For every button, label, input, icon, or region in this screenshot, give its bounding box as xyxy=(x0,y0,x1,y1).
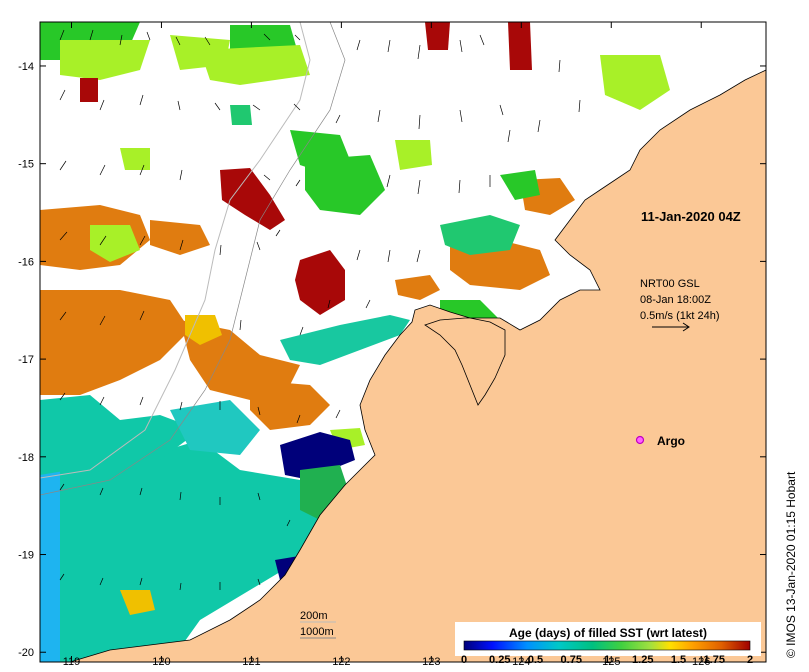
colorbar xyxy=(463,640,751,651)
current-time-label: 08-Jan 18:00Z xyxy=(640,294,711,306)
current-scale-label: 0.5m/s (1kt 24h) xyxy=(640,310,719,322)
sst-patch-age-1.8 xyxy=(395,275,440,300)
sst-patch-age-1.3 xyxy=(600,55,670,110)
lat-tick-label: -16 xyxy=(18,256,34,268)
sst-patch-age-1.8 xyxy=(250,380,330,430)
lon-tick-label: 123 xyxy=(422,656,440,668)
isobath-key xyxy=(300,621,336,639)
lat-tick-label: -14 xyxy=(18,61,34,73)
current-scale-arrow xyxy=(652,322,690,332)
sst-patch-age-1.8 xyxy=(150,220,210,255)
lat-tick-label: -17 xyxy=(18,354,34,366)
legend-box xyxy=(455,622,761,656)
colorbar-tick-label: 1 xyxy=(604,654,610,666)
sst-patch-age-1.0 xyxy=(300,465,350,520)
lon-tick-label: 126 xyxy=(692,656,710,668)
current-source-label: NRT00 GSL xyxy=(640,278,700,290)
sst-patch-age-0.05 xyxy=(280,432,355,480)
sst-patch-age-1.95 xyxy=(508,22,532,70)
lon-tick-label: 124 xyxy=(512,656,530,668)
colorbar-tick-label: 0.5 xyxy=(528,654,543,666)
sst-patch-age-0.75 xyxy=(170,400,260,455)
lon-tick-label: 125 xyxy=(602,656,620,668)
sst-patch-age-0.6 xyxy=(40,438,70,470)
sst-patch-age-1.95 xyxy=(425,22,450,50)
colorbar-tick-label: 1.5 xyxy=(671,654,686,666)
sst-patch-age-1.3 xyxy=(120,148,150,170)
colorbar-ticks: 0 0.25 0.5 0.75 1 1.25 1.5 1.75 2 xyxy=(461,654,753,666)
sst-patch-age-1.0 xyxy=(230,105,252,125)
isobath-1000m-line xyxy=(40,22,346,496)
sst-patch-age-1.95 xyxy=(220,168,285,230)
sst-patch-age-1.3 xyxy=(395,140,432,170)
credit-label: © IMOS 13-Jan-2020 01:15 Hobart xyxy=(784,471,798,658)
colorbar-tick-label: 0.25 xyxy=(489,654,510,666)
isobath-200m-line xyxy=(40,22,311,479)
sst-patch-age-1.8 xyxy=(40,290,190,395)
lon-tick-label: 122 xyxy=(332,656,350,668)
sst-patch-age-0.6 xyxy=(60,440,320,662)
colorbar-tick-label: 0.75 xyxy=(561,654,582,666)
sst-patch-age-1.5 xyxy=(185,315,222,345)
plot-frame xyxy=(39,21,767,663)
sst-patch-age-1.95 xyxy=(80,78,98,102)
sst-patch-age-1.95 xyxy=(295,250,345,315)
sst-patch-age-1.5 xyxy=(120,590,155,615)
isobath-1000m-label: 1000m xyxy=(300,626,334,638)
longitude-ticks: 119 120 121 122 123 124 125 126 xyxy=(63,22,710,668)
lat-tick-label: -19 xyxy=(18,550,34,562)
colorbar-tick-label: 2 xyxy=(747,654,753,666)
sst-patch-age-1.3 xyxy=(90,225,140,262)
lon-tick-label: 121 xyxy=(242,656,260,668)
argo-marker xyxy=(635,435,645,445)
lon-tick-label: 120 xyxy=(152,656,170,668)
lat-tick-label: -20 xyxy=(18,647,34,659)
lon-tick-label: 119 xyxy=(63,656,81,668)
sst-patches xyxy=(40,22,670,662)
isobath-200m-label: 200m xyxy=(300,610,328,622)
sst-patch-age-1.1 xyxy=(500,170,540,200)
sst-patch-age-0.6 xyxy=(40,395,200,475)
current-vectors xyxy=(59,29,581,591)
argo-label: Argo xyxy=(657,434,685,448)
sst-patch-age-1.3 xyxy=(60,40,150,80)
colorbar-tick-label: 1.25 xyxy=(632,654,653,666)
timestamp-label: 11-Jan-2020 04Z xyxy=(641,209,741,224)
lat-tick-label: -18 xyxy=(18,452,34,464)
sst-patch-age-1.0 xyxy=(440,215,520,255)
colorbar-tick-label: 0 xyxy=(461,654,467,666)
sst-patch-age-1.3 xyxy=(200,45,310,85)
latitude-ticks: -14 -15 -16 -17 -18 -19 -20 xyxy=(18,61,766,659)
sst-patch-age-0.85 xyxy=(280,315,410,365)
legend-title: Age (days) of filled SST (wrt latest) xyxy=(509,626,707,640)
land-mass xyxy=(69,22,766,662)
colorbar-tick-label: 1.75 xyxy=(704,654,725,666)
lat-tick-label: -15 xyxy=(18,159,34,171)
sst-patch-age-1.1 xyxy=(305,155,385,215)
